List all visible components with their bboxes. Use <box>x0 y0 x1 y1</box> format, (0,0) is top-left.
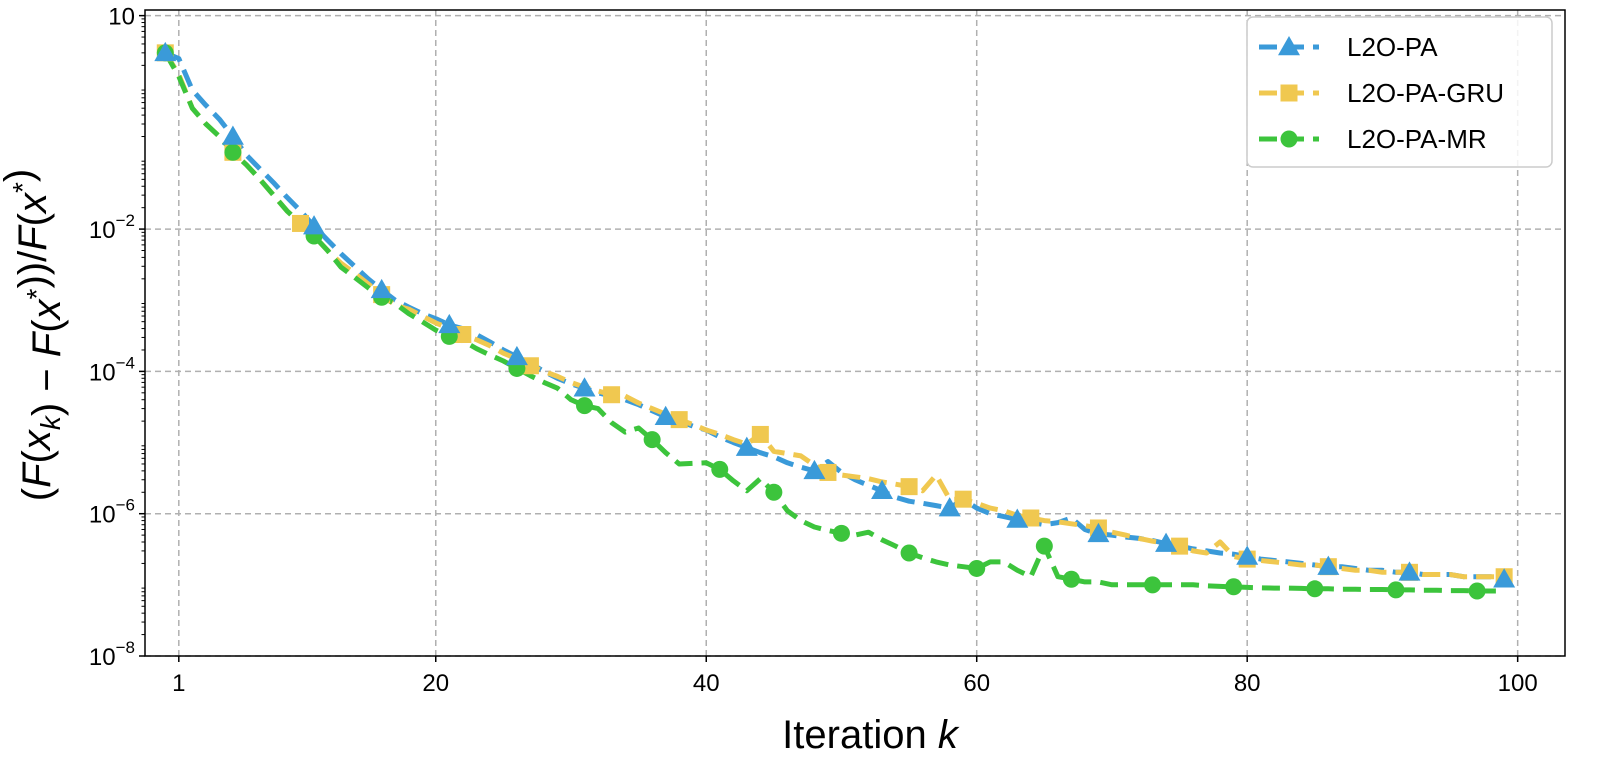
data-point-l2o-pa <box>871 479 894 500</box>
y-tick-label: 10−6 <box>89 496 135 529</box>
data-point-l2o-pa-gru <box>603 386 621 404</box>
data-point-l2o-pa <box>803 459 826 480</box>
data-point-l2o-pa-gru <box>292 214 310 232</box>
data-point-l2o-pa-mr <box>224 143 242 161</box>
data-point-l2o-pa-mr <box>765 483 783 501</box>
data-point-l2o-pa <box>221 125 244 145</box>
data-point-l2o-pa-gru <box>521 357 539 375</box>
data-point-l2o-pa <box>505 345 528 366</box>
legend-marker-triangle <box>1278 36 1300 56</box>
y-tick-label: 10−2 <box>89 211 135 244</box>
data-point-l2o-pa <box>1236 545 1259 565</box>
data-point-l2o-pa <box>735 436 758 456</box>
data-point-l2o-pa <box>1006 508 1029 528</box>
data-point-l2o-pa <box>370 278 393 299</box>
data-point-l2o-pa <box>1398 561 1421 581</box>
legend-marker-circle <box>1280 130 1298 148</box>
data-point-l2o-pa-mr <box>576 397 594 415</box>
data-point-l2o-pa <box>1493 568 1516 588</box>
data-point-l2o-pa-mr <box>1144 576 1162 594</box>
grid-lines <box>145 10 1565 657</box>
data-point-l2o-pa <box>573 377 596 397</box>
x-tick-label: 1 <box>172 670 185 697</box>
y-axis-ticks: 10 10−2 10−4 10−6 10−8 <box>89 4 145 671</box>
data-point-l2o-pa-mr <box>1225 578 1243 596</box>
data-point-l2o-pa-gru <box>1022 509 1040 527</box>
legend: L2O-PA L2O-PA-GRU L2O-PA-MR <box>1246 16 1553 168</box>
data-point-l2o-pa-mr <box>711 460 729 478</box>
y-tick-label: 10−8 <box>89 638 135 671</box>
data-point-l2o-pa-mr <box>1062 570 1080 588</box>
legend-box <box>1246 16 1553 168</box>
data-point-l2o-pa <box>303 215 326 235</box>
x-tick-label: 20 <box>422 670 449 697</box>
y-tick-label: 10 <box>108 4 135 31</box>
data-point-l2o-pa-gru <box>751 425 769 443</box>
legend-label: L2O-PA-GRU <box>1347 78 1504 108</box>
data-point-l2o-pa-gru <box>900 478 918 496</box>
data-point-l2o-pa <box>438 313 461 334</box>
data-point-l2o-pa <box>154 41 177 62</box>
x-axis-ticks: 1 20 40 60 80 100 <box>172 656 1538 697</box>
data-point-l2o-pa <box>1155 532 1178 552</box>
data-point-l2o-pa-mr <box>1306 580 1324 598</box>
axes <box>144 9 1566 657</box>
data-point-l2o-pa-mr <box>968 559 986 577</box>
x-tick-label: 100 <box>1498 670 1538 697</box>
series-markers <box>154 41 1516 600</box>
y-tick-label: 10−4 <box>89 353 135 386</box>
data-point-l2o-pa-gru <box>954 490 972 508</box>
legend-marker-square <box>1280 84 1298 102</box>
data-point-l2o-pa <box>1087 522 1110 543</box>
data-point-l2o-pa <box>1317 555 1340 575</box>
data-point-l2o-pa-mr <box>1035 537 1053 555</box>
data-point-l2o-pa-mr <box>832 524 850 542</box>
data-point-l2o-pa <box>938 497 961 517</box>
x-tick-label: 40 <box>693 670 720 697</box>
legend-label: L2O-PA-MR <box>1347 124 1487 154</box>
legend-label: L2O-PA <box>1347 32 1438 62</box>
data-point-l2o-pa-mr <box>900 544 918 562</box>
plot-frame <box>144 9 1566 657</box>
x-tick-label: 60 <box>963 670 990 697</box>
data-point-l2o-pa-mr <box>1387 581 1405 599</box>
data-point-l2o-pa-mr <box>643 431 661 449</box>
y-axis-label: (F(xk) − F(x*))/F(x*) <box>0 169 69 501</box>
data-point-l2o-pa <box>654 405 677 426</box>
data-point-l2o-pa-mr <box>1468 582 1486 600</box>
x-axis-label: Iteration k <box>782 713 960 757</box>
x-tick-label: 80 <box>1234 670 1261 697</box>
